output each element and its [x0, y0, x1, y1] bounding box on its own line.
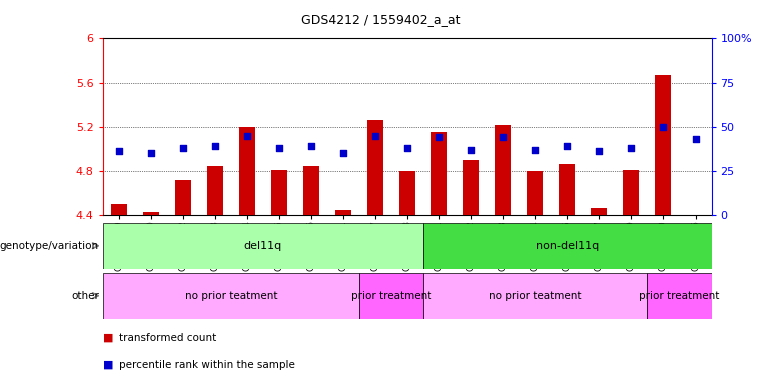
Bar — [463, 160, 479, 215]
Point — [626, 145, 638, 151]
Text: other: other — [71, 291, 99, 301]
Text: no prior teatment: no prior teatment — [185, 291, 277, 301]
Bar — [423, 273, 648, 319]
Point — [177, 145, 189, 151]
Bar — [367, 120, 383, 215]
Bar — [271, 170, 287, 215]
Point — [369, 132, 381, 139]
Point — [433, 134, 445, 141]
Point — [465, 147, 477, 153]
Point — [401, 145, 413, 151]
Bar — [648, 273, 712, 319]
Bar — [655, 75, 671, 215]
Point — [240, 132, 253, 139]
Point — [529, 147, 541, 153]
Bar — [591, 209, 607, 215]
Point — [562, 143, 574, 149]
Text: percentile rank within the sample: percentile rank within the sample — [119, 360, 295, 370]
Bar — [527, 171, 543, 215]
Text: prior treatment: prior treatment — [639, 291, 720, 301]
Bar — [303, 167, 319, 215]
Text: transformed count: transformed count — [119, 333, 217, 343]
Text: prior treatment: prior treatment — [351, 291, 431, 301]
Bar — [431, 132, 447, 215]
Text: ■: ■ — [103, 360, 113, 370]
Bar — [103, 223, 423, 269]
Point — [337, 150, 349, 156]
Bar — [495, 124, 511, 215]
Point — [689, 136, 702, 142]
Bar — [559, 164, 575, 215]
Point — [658, 124, 670, 130]
Point — [273, 145, 285, 151]
Bar — [423, 223, 712, 269]
Text: ■: ■ — [103, 333, 113, 343]
Text: no prior teatment: no prior teatment — [489, 291, 581, 301]
Point — [209, 143, 221, 149]
Text: non-del11q: non-del11q — [536, 241, 599, 251]
Bar — [143, 212, 159, 215]
Bar — [239, 127, 255, 215]
Point — [594, 148, 606, 154]
Bar — [175, 180, 191, 215]
Bar — [335, 210, 351, 215]
Point — [113, 148, 125, 154]
Bar — [111, 204, 127, 215]
Point — [145, 150, 157, 156]
Bar — [399, 171, 416, 215]
Bar — [623, 170, 639, 215]
Text: GDS4212 / 1559402_a_at: GDS4212 / 1559402_a_at — [301, 13, 460, 26]
Bar — [103, 273, 359, 319]
Point — [497, 134, 509, 141]
Text: del11q: del11q — [244, 241, 282, 251]
Point — [305, 143, 317, 149]
Bar — [207, 167, 223, 215]
Text: genotype/variation: genotype/variation — [0, 241, 99, 251]
Bar — [359, 273, 423, 319]
